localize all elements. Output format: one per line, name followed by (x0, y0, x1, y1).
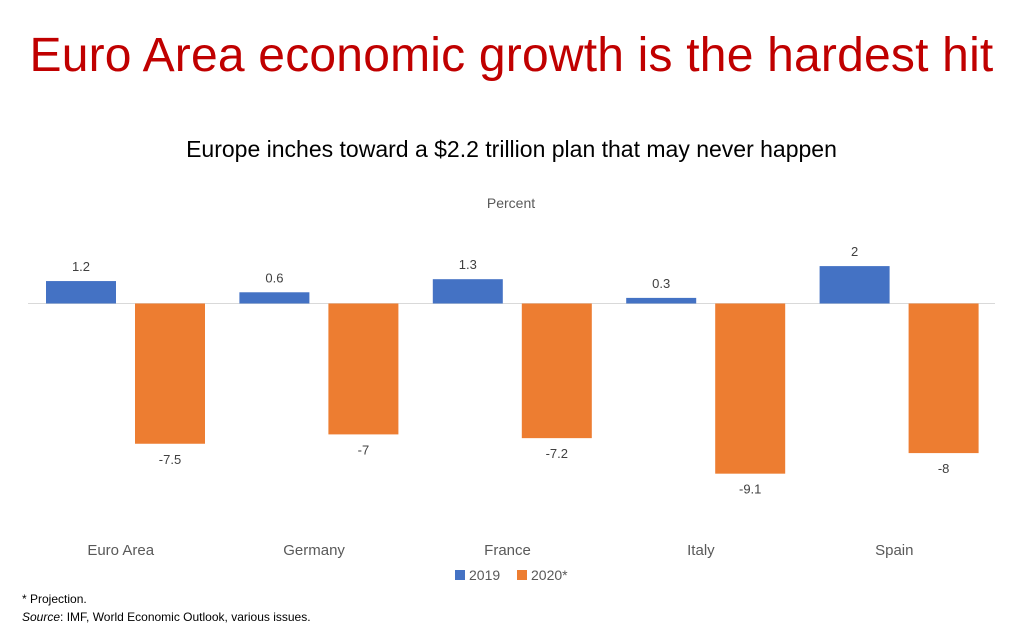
bar-2020-germany (328, 303, 399, 435)
bar-2019-france (432, 279, 503, 304)
bar-2019-euro-area (46, 281, 116, 304)
bar-2019-italy (626, 297, 697, 304)
bar-2019-spain (819, 266, 890, 304)
source-label: Source (22, 610, 61, 624)
data-label: -7.5 (159, 452, 181, 467)
legend-swatch-2020 (517, 570, 527, 580)
source-footnote: Source: IMF, World Economic Outlook, var… (22, 610, 311, 624)
legend-swatch-2019 (455, 570, 465, 580)
bar-2020-italy (715, 303, 786, 474)
data-label: -8 (938, 461, 950, 476)
legend-label: 2019 (469, 567, 500, 583)
data-label: 0.6 (265, 270, 283, 285)
x-tick-label: Italy (687, 542, 715, 559)
slide-title: Euro Area economic growth is the hardest… (29, 29, 994, 82)
source-text: : IMF, World Economic Outlook, various i… (60, 610, 311, 624)
data-label: 1.2 (72, 259, 90, 274)
bar-2019-germany (239, 292, 310, 304)
projection-footnote: * Projection. (22, 592, 87, 606)
x-tick-label: Spain (875, 542, 913, 559)
bar-2020-euro-area (135, 303, 205, 444)
data-label: -7 (358, 442, 370, 457)
chart-subtitle: Europe inches toward a $2.2 trillion pla… (186, 136, 837, 162)
data-label: 0.3 (652, 276, 670, 291)
data-label: 1.3 (459, 257, 477, 272)
data-label: 2 (851, 244, 858, 259)
x-tick-label: France (484, 542, 531, 559)
bar-2020-spain (908, 303, 979, 454)
y-axis-label: Percent (487, 195, 535, 211)
x-tick-label: Euro Area (87, 542, 154, 559)
x-tick-label: Germany (283, 542, 345, 559)
bar-2020-france (521, 303, 592, 439)
data-label: -7.2 (546, 446, 568, 461)
data-label: -9.1 (739, 482, 761, 497)
legend-label: 2020* (531, 567, 568, 583)
